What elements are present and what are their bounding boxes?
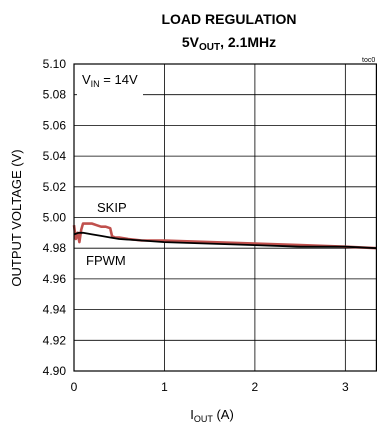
y-tick-label: 5.02 xyxy=(43,180,67,194)
title-rest: , 2.1MHz xyxy=(220,34,276,50)
series-group xyxy=(72,222,377,250)
xlabel-sub: OUT xyxy=(194,414,214,424)
vin-label: VIN = 14V xyxy=(82,72,138,89)
x-tick-label: 1 xyxy=(161,380,168,394)
title-main: 5V xyxy=(182,34,200,50)
y-tick-labels: 4.90 4.92 4.94 4.96 4.98 5.00 5.02 5.04 5.06 5.08… xyxy=(43,57,67,378)
skip-label-bg xyxy=(92,197,138,217)
annotations: VIN = 14V SKIP FPWM xyxy=(77,64,143,270)
vin-main: V xyxy=(82,72,91,87)
series-line-1 xyxy=(72,222,377,250)
y-tick-label: 5.10 xyxy=(43,57,67,71)
plot-frame xyxy=(73,63,377,372)
vin-label-bg xyxy=(77,64,143,96)
x-tick-label: 3 xyxy=(342,380,349,394)
x-tick-label: 0 xyxy=(71,380,78,394)
x-tick-label: 2 xyxy=(252,380,259,394)
y-tick-label: 5.00 xyxy=(43,211,67,225)
y-tick-label: 4.96 xyxy=(43,272,67,286)
skip-label: SKIP xyxy=(97,200,127,215)
y-axis-label: OUTPUT VOLTAGE (V) xyxy=(9,149,24,286)
fpwm-label: FPWM xyxy=(86,253,126,268)
toc-label: toc0 xyxy=(362,57,375,64)
x-axis-label: IOUT (A) xyxy=(190,407,234,424)
y-tick-label: 5.08 xyxy=(43,88,67,102)
y-tick-label: 5.04 xyxy=(43,149,67,163)
vin-sub: IN xyxy=(91,79,100,89)
title-sub: OUT xyxy=(199,42,220,53)
fpwm-label-bg xyxy=(80,250,136,270)
chart-title-line2: 5VOUT, 2.1MHz xyxy=(182,34,276,53)
y-tick-label: 4.90 xyxy=(43,364,67,378)
series-line-2 xyxy=(73,231,377,250)
vin-rest: = 14V xyxy=(100,72,138,87)
chart-title-line1: LOAD REGULATION xyxy=(161,11,296,27)
y-tick-label: 5.06 xyxy=(43,118,67,132)
y-tick-label: 4.92 xyxy=(43,333,67,347)
x-tick-labels: 0 1 2 3 xyxy=(71,380,349,394)
xlabel-main: I xyxy=(190,407,194,422)
y-tick-label: 4.94 xyxy=(43,303,67,317)
xlabel-rest: (A) xyxy=(213,407,234,422)
grid-lines xyxy=(74,64,377,371)
y-tick-label: 4.98 xyxy=(43,241,67,255)
